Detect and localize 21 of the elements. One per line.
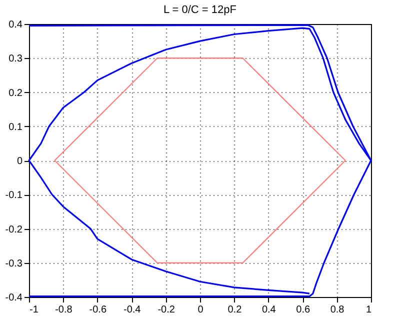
- y-tick-label: -0.3: [5, 258, 23, 270]
- x-tick-label: -1: [30, 304, 39, 316]
- x-tick-label: -0.4: [123, 304, 142, 316]
- y-tick-label: -0.2: [5, 224, 23, 236]
- chart-title: L = 0/C = 12pF: [164, 4, 237, 16]
- x-tick-label: 0.2: [228, 304, 242, 316]
- x-tick-label: -0.8: [55, 304, 73, 316]
- x-tick-label: 1: [366, 304, 372, 316]
- x-tick-label: -0.2: [158, 304, 176, 316]
- y-tick-label: 0.4: [8, 20, 23, 30]
- x-tick-label: -0.6: [89, 304, 107, 316]
- x-tick-label: 0.8: [330, 304, 345, 316]
- x-tick-label: 0.4: [262, 304, 276, 316]
- y-tick-label: -0.4: [5, 292, 23, 304]
- y-tick-label: 0.3: [8, 54, 23, 65]
- y-tick-label: -0.1: [5, 190, 23, 202]
- x-tick-label: 0.6: [296, 304, 310, 316]
- y-tick-label: 0: [16, 156, 23, 167]
- y-tick-label: 0.2: [8, 88, 23, 99]
- y-tick-label: 0.1: [8, 122, 23, 133]
- x-tick-label: 0: [198, 304, 204, 316]
